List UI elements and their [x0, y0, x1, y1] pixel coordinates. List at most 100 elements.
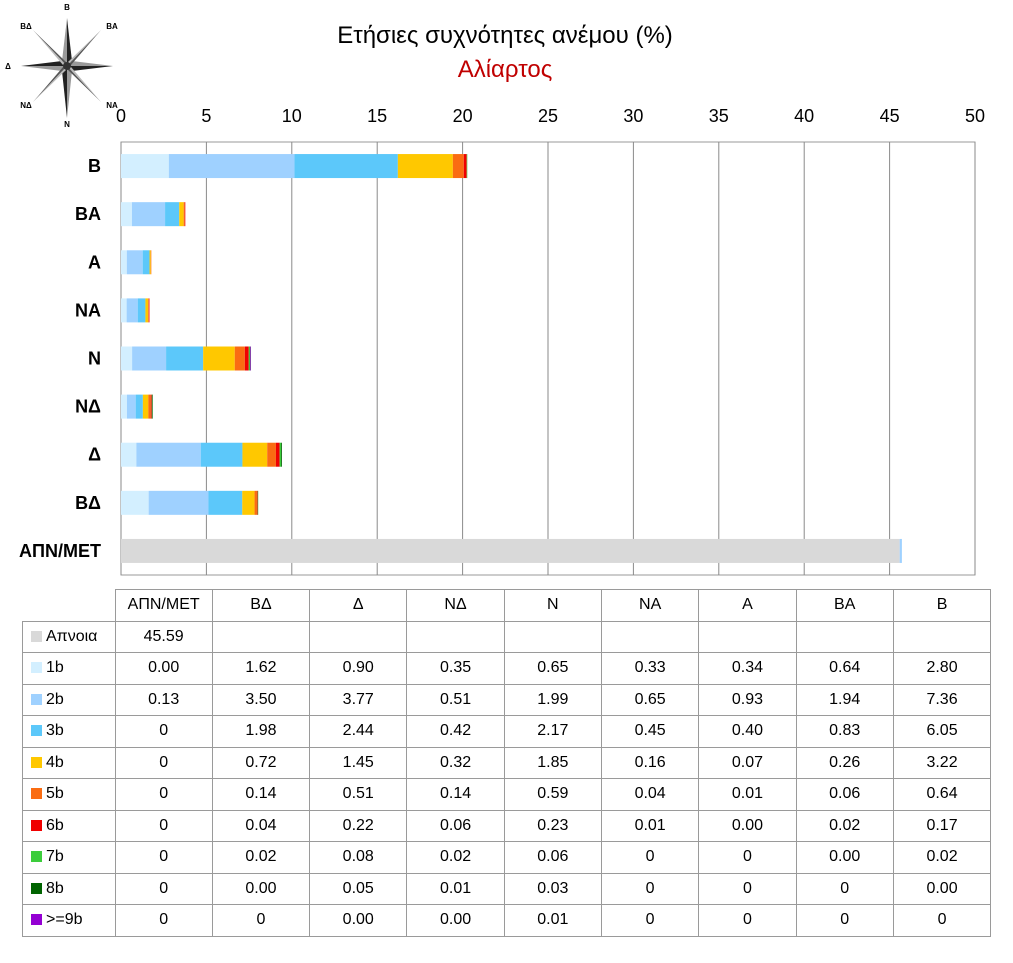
legend-label: 1b [46, 659, 64, 677]
bar-segment [121, 346, 133, 371]
compass-label-w: Δ [5, 62, 11, 71]
legend-swatch [31, 819, 42, 831]
table-row: >=9b 0 0 0.00 0.00 0.01 0 0 0 0 [22, 904, 992, 937]
table-cell: 0.42 [406, 715, 505, 748]
table-cell: 0 [600, 904, 700, 937]
bar-segment [148, 490, 209, 515]
table-cell: 0 [600, 841, 700, 874]
bar-segment [248, 346, 250, 371]
table-cell: 2.44 [309, 715, 408, 748]
table-row-header: 2b [22, 683, 116, 716]
bar-segment [452, 154, 464, 179]
table-cell: 2.80 [892, 652, 992, 685]
bar-segment [150, 250, 152, 275]
table-cell [211, 620, 311, 653]
table-cell: 0.07 [698, 746, 797, 779]
table-cell [698, 620, 797, 653]
legend-label: 5b [46, 785, 64, 803]
table-column-header: ΝΑ [600, 589, 700, 622]
table-column-header: Ν [503, 589, 602, 622]
bar-segment [234, 346, 245, 371]
table-cell: 0.32 [406, 746, 505, 779]
legend-label: 3b [46, 722, 64, 740]
bar-segment [279, 442, 282, 467]
table-cell: 0.14 [211, 778, 311, 811]
compass-label-n: Β [64, 3, 70, 12]
table-cell: 0 [114, 715, 213, 748]
table-cell: 0.01 [503, 904, 602, 937]
table-row-header: 3b [22, 715, 116, 748]
table-row-header: 8b [22, 872, 116, 905]
table-cell: 1.45 [309, 746, 408, 779]
table-row: 3b 0 1.98 2.44 0.42 2.17 0.45 0.40 0.83 6.05 [22, 715, 992, 748]
table-cell: 0.51 [406, 683, 505, 716]
bar-segment [121, 538, 900, 563]
table-cell: 0.83 [795, 715, 894, 748]
table-cell: 0.13 [114, 683, 213, 716]
bar-segment [254, 490, 257, 515]
table-cell: 3.22 [892, 746, 992, 779]
category-label: Ν [88, 349, 101, 369]
compass-label-se: ΝΑ [106, 101, 118, 110]
table-header-row: ΑΠΝ/ΜΕΤ ΒΔ Δ ΝΔ Ν ΝΑ Α ΒΑ Β [22, 589, 992, 622]
table-cell [503, 620, 602, 653]
table-cell: 0.16 [600, 746, 700, 779]
bar-segment [121, 250, 127, 275]
legend-swatch [31, 756, 42, 768]
bar-segment [151, 394, 153, 419]
stacked-bar-chart: 0 5 10 15 20 25 30 35 40 45 50 Β ΒΑ Α ΝΑ Ν ΝΔ Δ ΒΔ ΑΠΝ/ΜΕΤ [19, 106, 985, 576]
bar-segment [149, 250, 151, 275]
x-tick-label: 35 [709, 106, 729, 126]
table-cell: 0.03 [503, 872, 602, 905]
bar-segment [165, 202, 180, 227]
table-cell: 0.01 [600, 809, 700, 842]
table-cell: 0.22 [309, 809, 408, 842]
table-cell: 0.45 [600, 715, 700, 748]
bar-segment [267, 442, 276, 467]
table-cell: 0.23 [503, 809, 602, 842]
table-row: 8b 0 0.00 0.05 0.01 0.03 0 0 0 0.00 [22, 872, 992, 905]
compass-rose-icon: Β ΒΑ Α ΝΑ Ν ΝΔ Δ ΒΔ [5, 3, 118, 128]
table-cell [600, 620, 700, 653]
table-cell: 0.64 [795, 652, 894, 685]
table-cell: 0.06 [795, 778, 894, 811]
table-cell: 0 [795, 872, 894, 905]
table-row-header: 5b [22, 778, 116, 811]
bar-segment [121, 490, 149, 515]
bar-segment [135, 394, 143, 419]
bar-segment [145, 298, 149, 323]
table-cell: 0.65 [503, 652, 602, 685]
table-cell: 0 [114, 809, 213, 842]
bar-segment [148, 298, 149, 323]
table-cell: 0 [600, 872, 700, 905]
table-cell: 0.06 [503, 841, 602, 874]
table-row-header: Απνοια [22, 620, 116, 653]
bar-segment [281, 442, 282, 467]
category-label: ΒΑ [75, 204, 101, 224]
compass-label-s: Ν [64, 120, 70, 128]
legend-swatch [31, 662, 42, 674]
bar-segment [121, 298, 127, 323]
table-cell: 0.35 [406, 652, 505, 685]
chart-title: Ετήσιες συχνότητες ανέμου (%) [337, 22, 673, 49]
table-cell: 0 [114, 904, 213, 937]
bar-segment [137, 298, 146, 323]
x-tick-label: 0 [116, 106, 126, 126]
table-cell: 0.17 [892, 809, 992, 842]
category-label: ΝΑ [75, 300, 101, 320]
table-cell: 0 [698, 841, 797, 874]
legend-swatch [31, 725, 42, 737]
bar-segment [244, 346, 249, 371]
table-cell: 0.00 [892, 872, 992, 905]
legend-swatch [31, 851, 42, 863]
bar-segment [121, 442, 137, 467]
table-cell: 0.00 [795, 841, 894, 874]
compass-label-ne: ΒΑ [106, 22, 118, 31]
table-cell: 3.50 [211, 683, 311, 716]
table-row: 7b 0 0.02 0.08 0.02 0.06 0 0 0.00 0.02 [22, 841, 992, 874]
table-cell: 0.02 [892, 841, 992, 874]
table-cell: 0.01 [406, 872, 505, 905]
legend-label: 6b [46, 816, 64, 834]
bar-segment [150, 394, 152, 419]
bar-segment [183, 202, 185, 227]
